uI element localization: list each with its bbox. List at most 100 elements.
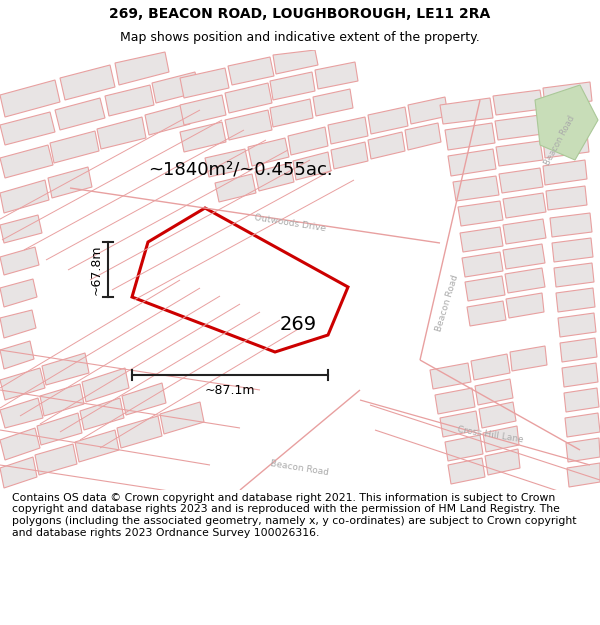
Polygon shape (471, 354, 510, 380)
Polygon shape (475, 379, 513, 405)
Polygon shape (0, 310, 36, 338)
Polygon shape (535, 85, 598, 160)
Polygon shape (37, 413, 82, 445)
Text: Map shows position and indicative extent of the property.: Map shows position and indicative extent… (120, 31, 480, 44)
Polygon shape (180, 122, 226, 152)
Polygon shape (453, 176, 499, 201)
Polygon shape (558, 313, 596, 337)
Polygon shape (0, 145, 53, 178)
Polygon shape (543, 133, 589, 158)
Polygon shape (462, 252, 503, 277)
Polygon shape (543, 82, 592, 107)
Polygon shape (445, 123, 495, 150)
Polygon shape (105, 85, 154, 116)
Polygon shape (448, 458, 485, 484)
Text: Beacon Road: Beacon Road (543, 114, 577, 166)
Polygon shape (440, 98, 493, 124)
Polygon shape (255, 163, 294, 191)
Polygon shape (506, 293, 544, 318)
Polygon shape (0, 180, 49, 213)
Text: ~67.8m: ~67.8m (89, 244, 103, 295)
Polygon shape (0, 457, 37, 488)
Polygon shape (562, 363, 598, 387)
Polygon shape (0, 112, 55, 145)
Polygon shape (503, 219, 546, 244)
Polygon shape (510, 346, 547, 371)
Polygon shape (368, 132, 405, 159)
Text: Beacon Road: Beacon Road (434, 274, 460, 332)
Polygon shape (495, 115, 543, 140)
Polygon shape (499, 168, 543, 193)
Polygon shape (273, 50, 318, 74)
Polygon shape (270, 99, 313, 127)
Polygon shape (458, 201, 503, 226)
Polygon shape (152, 72, 199, 103)
Polygon shape (293, 152, 331, 180)
Polygon shape (408, 97, 448, 124)
Polygon shape (493, 90, 543, 115)
Polygon shape (0, 279, 37, 307)
Polygon shape (564, 388, 599, 412)
Polygon shape (313, 89, 353, 116)
Polygon shape (50, 131, 99, 163)
Text: 269: 269 (280, 316, 317, 334)
Polygon shape (505, 268, 545, 293)
Polygon shape (445, 435, 483, 461)
Polygon shape (566, 438, 600, 462)
Polygon shape (467, 301, 506, 326)
Polygon shape (35, 444, 77, 475)
Polygon shape (560, 338, 597, 362)
Text: Cross Hill Lane: Cross Hill Lane (457, 426, 524, 444)
Polygon shape (0, 215, 42, 243)
Polygon shape (0, 247, 39, 275)
Polygon shape (248, 138, 289, 166)
Polygon shape (546, 186, 587, 210)
Polygon shape (0, 398, 43, 428)
Text: Beacon Road: Beacon Road (270, 459, 330, 477)
Text: ~1840m²/~0.455ac.: ~1840m²/~0.455ac. (148, 161, 332, 179)
Polygon shape (543, 160, 587, 185)
Polygon shape (48, 167, 92, 198)
Polygon shape (328, 117, 368, 144)
Polygon shape (42, 353, 89, 385)
Polygon shape (430, 363, 471, 389)
Polygon shape (556, 288, 595, 312)
Polygon shape (435, 388, 475, 414)
Polygon shape (180, 68, 229, 98)
Polygon shape (80, 398, 124, 430)
Polygon shape (479, 402, 516, 428)
Polygon shape (82, 368, 129, 402)
Polygon shape (460, 227, 503, 252)
Polygon shape (55, 98, 105, 130)
Polygon shape (483, 426, 519, 452)
Polygon shape (160, 402, 204, 434)
Polygon shape (543, 107, 590, 132)
Polygon shape (180, 95, 226, 125)
Polygon shape (122, 383, 166, 415)
Polygon shape (270, 72, 315, 100)
Polygon shape (60, 65, 115, 100)
Polygon shape (75, 430, 119, 462)
Polygon shape (0, 428, 40, 460)
Polygon shape (448, 149, 496, 176)
Polygon shape (117, 416, 162, 448)
Polygon shape (0, 368, 45, 400)
Text: 269, BEACON ROAD, LOUGHBOROUGH, LE11 2RA: 269, BEACON ROAD, LOUGHBOROUGH, LE11 2RA (109, 7, 491, 21)
Polygon shape (368, 107, 408, 134)
Polygon shape (215, 174, 256, 202)
Polygon shape (465, 276, 505, 301)
Text: Outwoods Drive: Outwoods Drive (254, 213, 326, 233)
Polygon shape (0, 80, 60, 117)
Polygon shape (225, 110, 272, 140)
Text: Contains OS data © Crown copyright and database right 2021. This information is : Contains OS data © Crown copyright and d… (12, 492, 577, 538)
Polygon shape (440, 411, 479, 437)
Polygon shape (225, 83, 272, 113)
Polygon shape (40, 384, 84, 416)
Polygon shape (0, 341, 34, 369)
Polygon shape (565, 413, 600, 437)
Polygon shape (228, 57, 274, 85)
Polygon shape (503, 193, 546, 218)
Polygon shape (97, 117, 146, 149)
Polygon shape (315, 62, 358, 89)
Polygon shape (205, 149, 249, 177)
